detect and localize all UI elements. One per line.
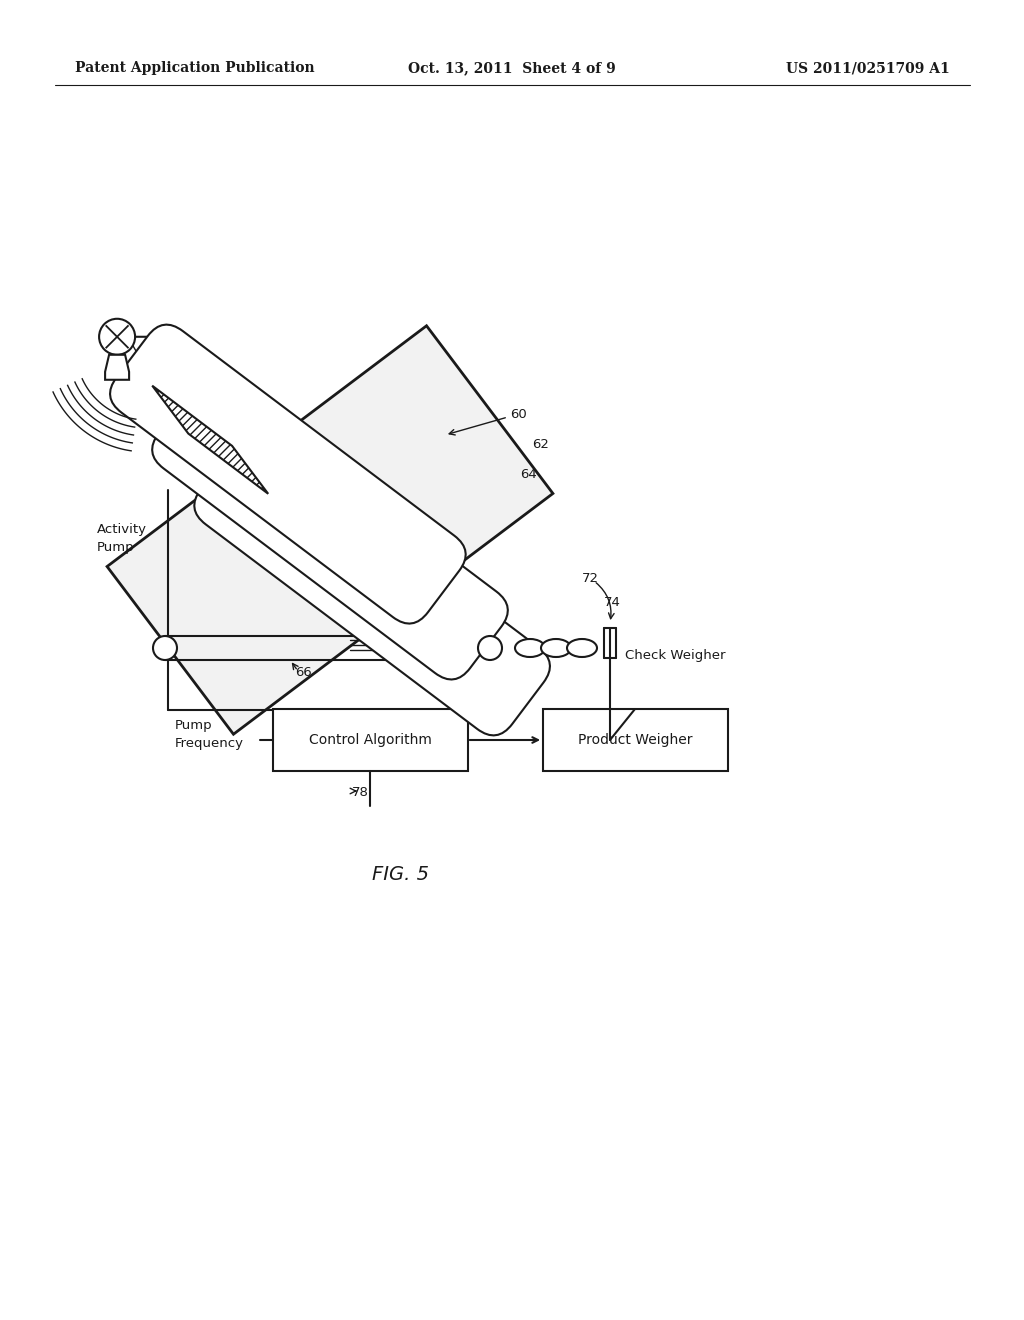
Ellipse shape: [567, 639, 597, 657]
Ellipse shape: [541, 639, 571, 657]
Text: 72: 72: [582, 572, 599, 585]
Ellipse shape: [153, 636, 177, 660]
Text: 62: 62: [532, 438, 549, 451]
Text: Patent Application Publication: Patent Application Publication: [75, 61, 314, 75]
Text: Pump: Pump: [97, 541, 134, 554]
Text: 60: 60: [510, 408, 526, 421]
FancyBboxPatch shape: [110, 325, 466, 623]
Text: 66: 66: [295, 667, 311, 680]
Text: Frequency: Frequency: [175, 737, 244, 750]
Text: 78: 78: [352, 787, 369, 800]
Text: Oct. 13, 2011  Sheet 4 of 9: Oct. 13, 2011 Sheet 4 of 9: [409, 61, 615, 75]
Polygon shape: [108, 326, 553, 734]
FancyBboxPatch shape: [195, 437, 550, 735]
Text: 68: 68: [222, 491, 239, 503]
Text: 74: 74: [604, 597, 621, 610]
Text: Activity: Activity: [97, 524, 147, 536]
FancyBboxPatch shape: [153, 380, 508, 680]
Text: Check Weigher: Check Weigher: [625, 648, 725, 661]
Text: Product Weigher: Product Weigher: [578, 733, 692, 747]
Polygon shape: [153, 385, 268, 494]
Text: Pump: Pump: [175, 718, 213, 731]
Ellipse shape: [478, 636, 502, 660]
Polygon shape: [105, 355, 129, 380]
Text: Control Algorithm: Control Algorithm: [308, 733, 431, 747]
Circle shape: [99, 318, 135, 355]
Bar: [543, 709, 728, 771]
Ellipse shape: [515, 639, 545, 657]
Text: FIG. 5: FIG. 5: [372, 866, 428, 884]
Text: US 2011/0251709 A1: US 2011/0251709 A1: [786, 61, 950, 75]
Text: 64: 64: [520, 469, 537, 482]
Text: 70: 70: [283, 424, 300, 437]
Bar: [273, 709, 468, 771]
